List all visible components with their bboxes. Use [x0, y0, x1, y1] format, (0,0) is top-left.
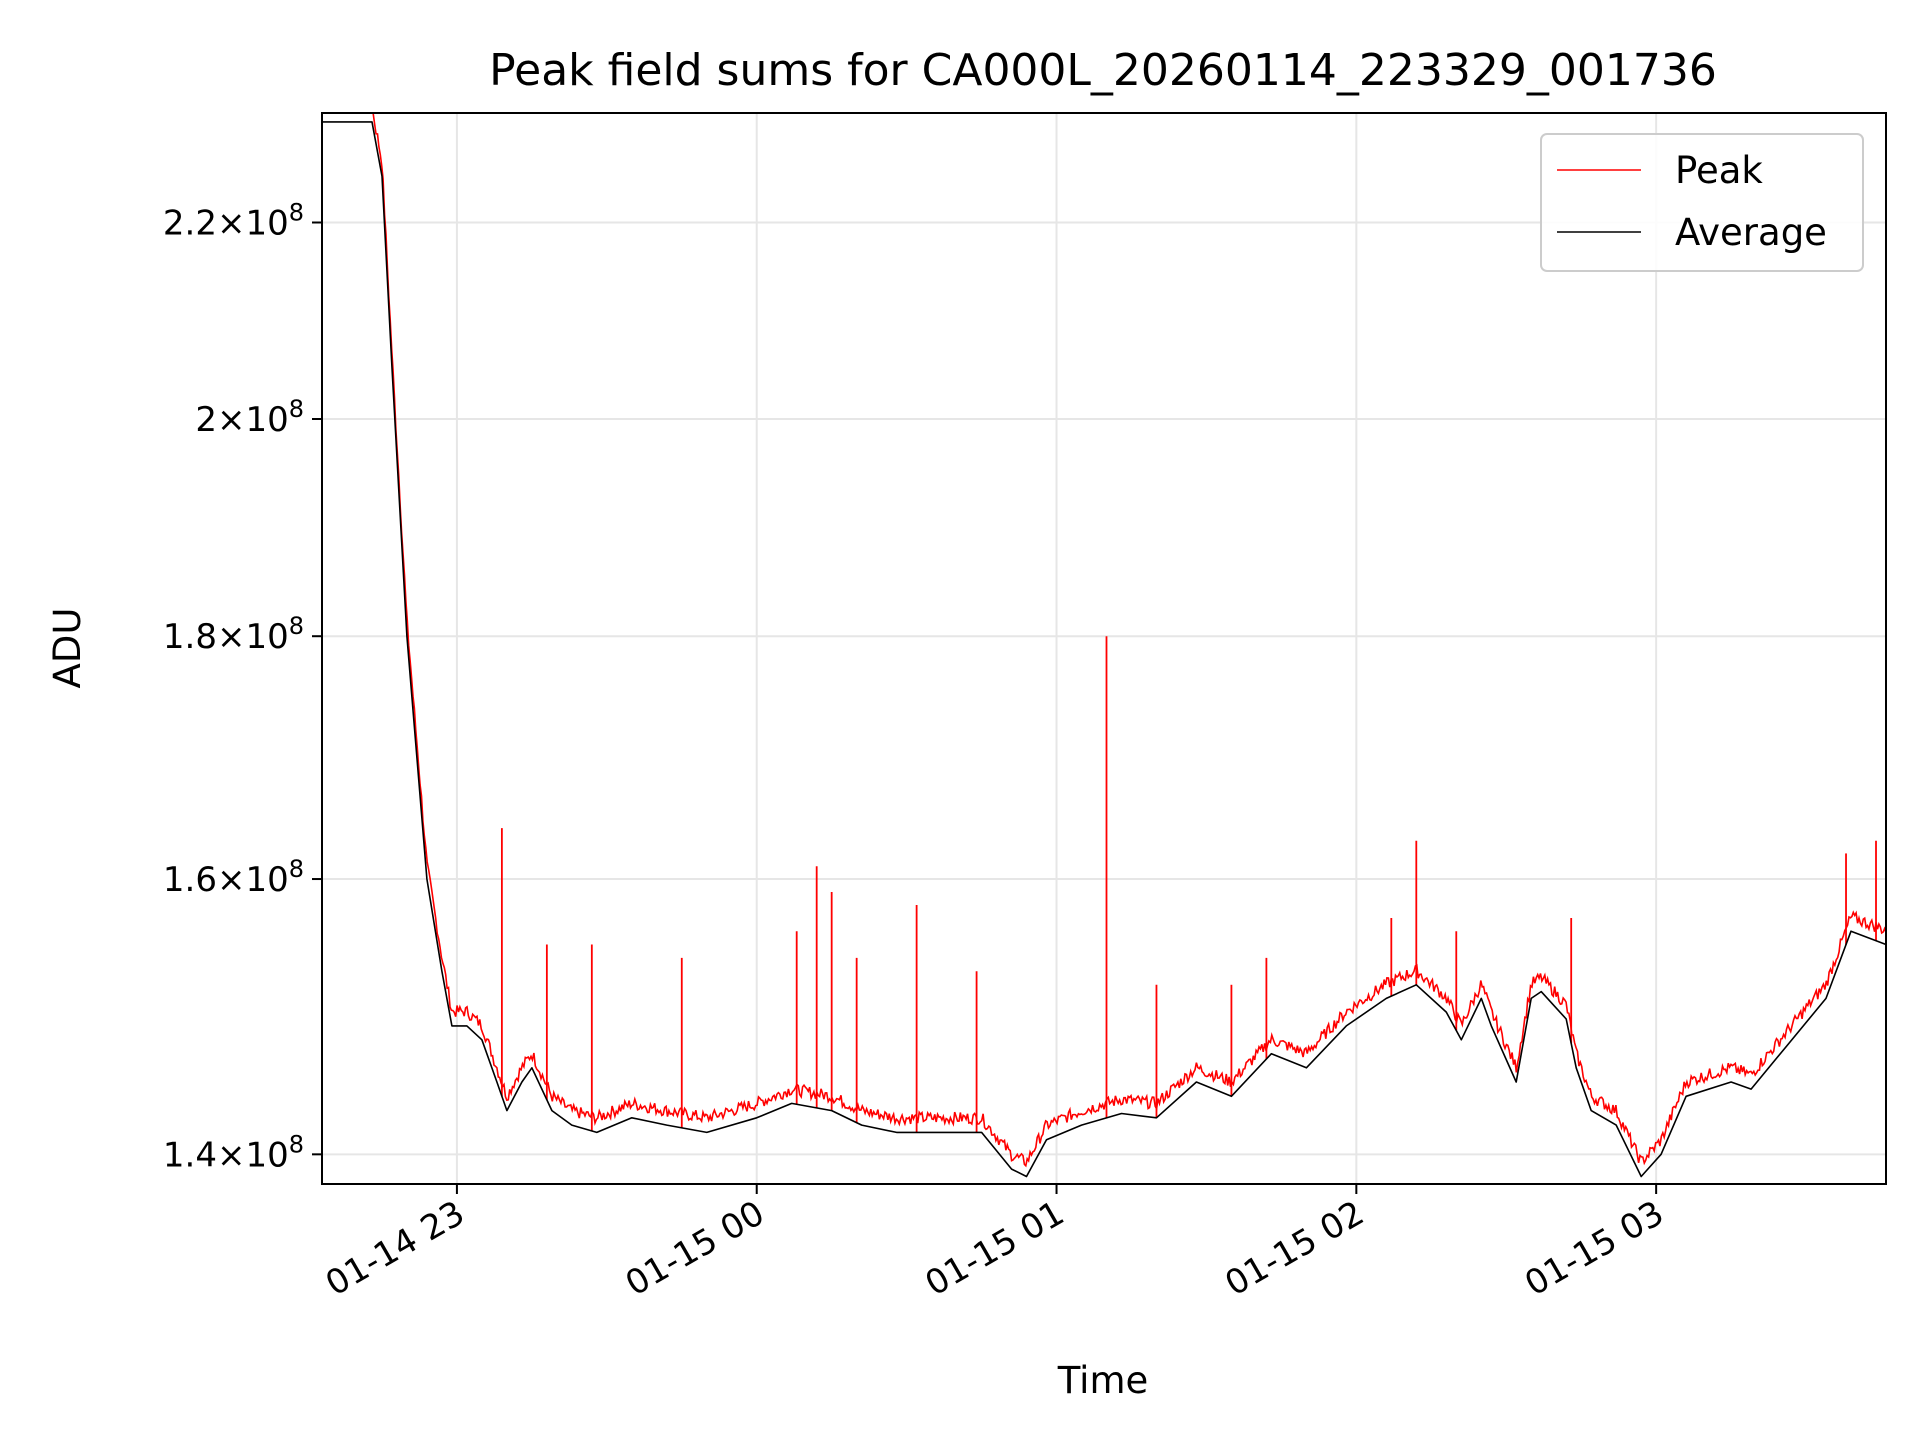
y-tick-label: 2×108	[195, 395, 304, 440]
y-tick-exponent: 8	[289, 612, 304, 640]
y-tick-exponent: 8	[289, 198, 304, 226]
legend-box	[1540, 133, 1864, 272]
series-line-average	[322, 121, 1887, 1178]
y-tick-multiplier: ×10	[217, 203, 289, 243]
y-tick-mantissa: 1.4	[163, 1135, 217, 1175]
y-tick-label: 1.4×108	[163, 1130, 304, 1175]
y-tick-label: 2.2×108	[163, 198, 304, 243]
legend-label-peak: Peak	[1675, 149, 1763, 192]
y-tick-multiplier: ×10	[217, 400, 289, 440]
chart-title: Peak field sums for CA000L_20260114_2233…	[489, 45, 1717, 96]
y-tick-multiplier: ×10	[217, 617, 289, 657]
y-tick-mantissa: 1.8	[163, 617, 217, 657]
series-line-peak	[322, 112, 1887, 1168]
y-tick-multiplier: ×10	[217, 1135, 289, 1175]
y-tick-exponent: 8	[289, 395, 304, 423]
y-tick-label: 1.8×108	[163, 612, 304, 657]
series-layer	[322, 112, 1887, 1178]
y-tick-label: 1.6×108	[163, 855, 304, 900]
y-tick-mantissa: 2.2	[163, 203, 217, 243]
legend-label-average: Average	[1675, 211, 1827, 254]
y-tick-exponent: 8	[289, 855, 304, 883]
legend: Peak Average	[1540, 133, 1864, 272]
x-axis-label: Time	[1057, 1359, 1149, 1402]
y-tick-multiplier: ×10	[217, 860, 289, 900]
y-axis-label: ADU	[46, 608, 89, 689]
y-tick-mantissa: 1.6	[163, 860, 217, 900]
y-tick-mantissa: 2	[195, 400, 217, 440]
y-tick-exponent: 8	[289, 1130, 304, 1158]
plot-frame	[321, 112, 1887, 1185]
